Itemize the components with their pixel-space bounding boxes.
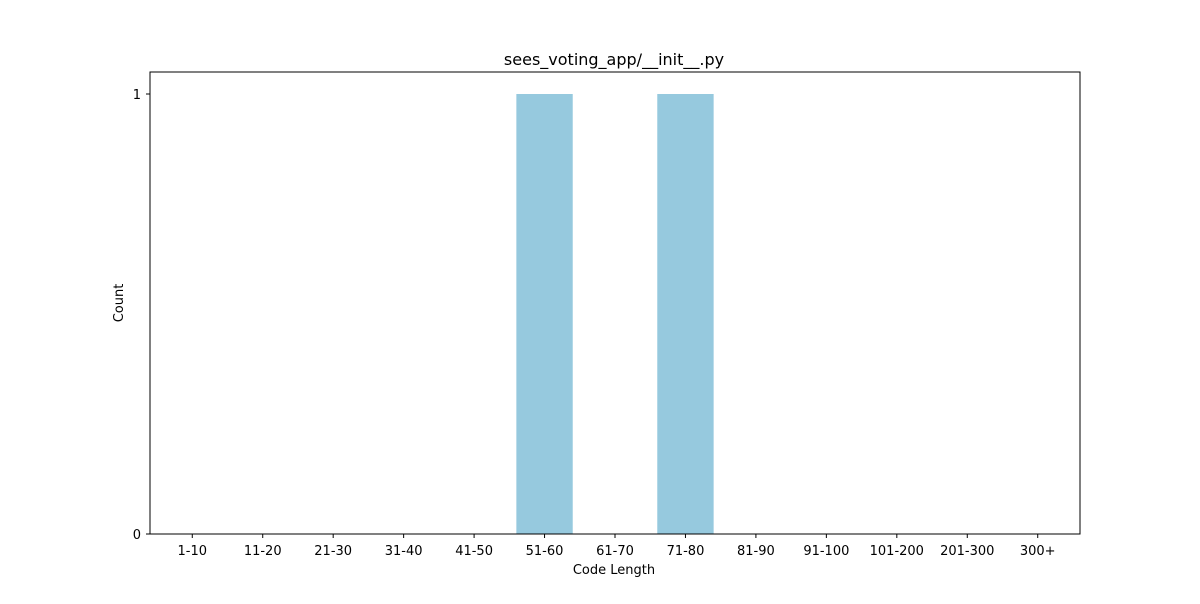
x-tick-label: 300+ [1020,544,1056,559]
x-tick-label: 31-40 [385,544,423,559]
x-tick-label: 21-30 [314,544,352,559]
y-axis-ticks: 01 [133,88,150,543]
x-tick-label: 91-100 [803,544,849,559]
bar-71-80 [657,94,714,534]
plot-frame [149,71,1081,535]
x-tick-label: 51-60 [526,544,564,559]
x-tick-label: 41-50 [455,544,493,559]
x-tick-label: 201-300 [940,544,994,559]
x-axis-ticks: 1-10 11-20 21-30 31-40 41-50 51-60 61-70 71-80 8… [178,534,1056,559]
bar-51-60 [516,94,573,534]
x-tick-label: 11-20 [244,544,282,559]
bars-layer [516,94,714,534]
x-tick-label: 101-200 [870,544,924,559]
x-tick-label: 1-10 [178,544,208,559]
x-tick-label: 61-70 [596,544,634,559]
x-tick-label: 71-80 [667,544,705,559]
chart-title: sees_voting_app/__init__.py [504,50,724,70]
y-tick-label: 0 [133,528,141,543]
y-tick-label: 1 [133,88,141,103]
x-axis-label: Code Length [573,563,655,578]
x-tick-label: 81-90 [737,544,775,559]
y-axis-label: Count [112,284,127,323]
